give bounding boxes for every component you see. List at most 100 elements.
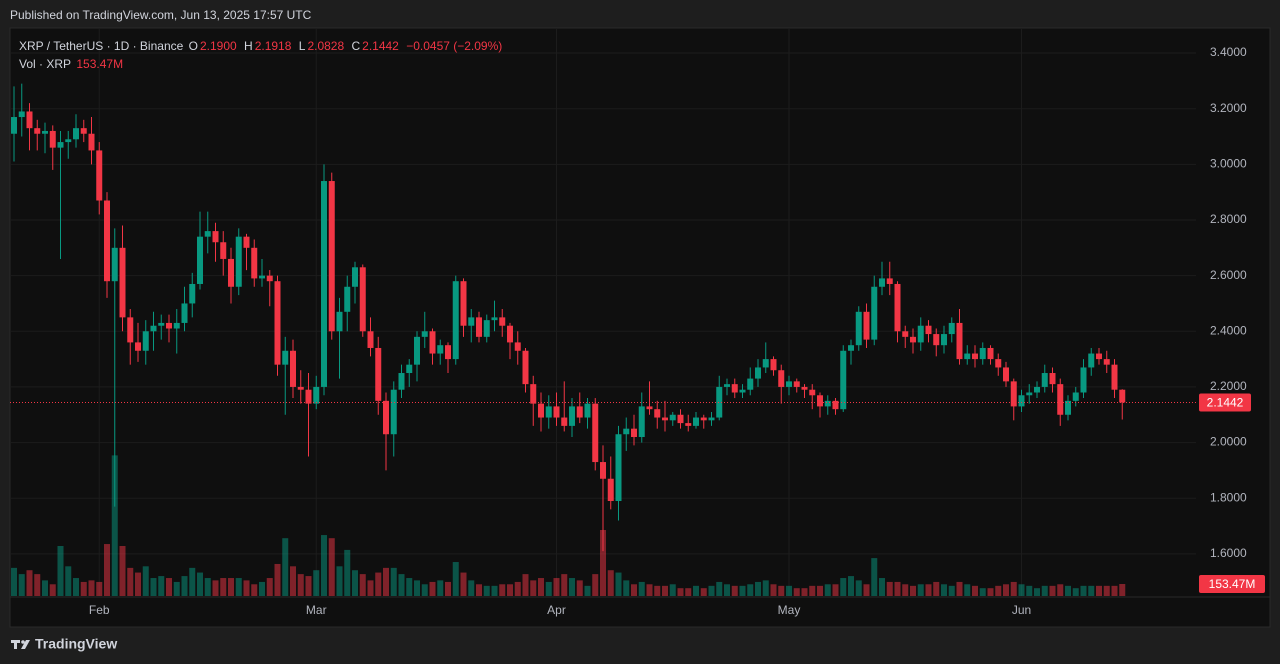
candle-body bbox=[57, 142, 64, 148]
volume-bar bbox=[545, 581, 552, 596]
volume-bar bbox=[65, 566, 72, 596]
candle-body bbox=[623, 428, 630, 435]
y-tick-label: 3.0000 bbox=[1210, 157, 1247, 171]
candle-body bbox=[1111, 364, 1118, 390]
candle-body bbox=[739, 389, 746, 393]
volume-bar bbox=[507, 584, 513, 596]
volume-bar bbox=[49, 584, 56, 596]
volume-bar bbox=[398, 574, 405, 596]
candle-body bbox=[902, 331, 909, 337]
volume-bar bbox=[251, 584, 258, 596]
candle-body bbox=[832, 400, 839, 410]
candle-body bbox=[127, 317, 134, 343]
volume-bar bbox=[468, 580, 475, 596]
volume-bar bbox=[592, 574, 599, 596]
candle-body bbox=[964, 353, 971, 360]
candle-body bbox=[243, 236, 250, 248]
candle-body bbox=[398, 373, 405, 390]
volume-bar bbox=[685, 588, 692, 596]
volume-bar bbox=[786, 585, 792, 596]
volume-bar bbox=[135, 572, 141, 596]
candle-body bbox=[809, 389, 816, 396]
volume-bar bbox=[832, 584, 839, 596]
candle-body bbox=[569, 406, 575, 426]
candle-body bbox=[778, 370, 785, 387]
volume-bar bbox=[305, 576, 312, 596]
volume-bar bbox=[1010, 581, 1017, 596]
candle-body bbox=[313, 386, 320, 404]
volume-bar bbox=[948, 585, 955, 596]
volume-bar bbox=[747, 584, 754, 596]
candle-body bbox=[11, 117, 17, 134]
candle-body bbox=[879, 278, 885, 287]
candle-body bbox=[104, 200, 110, 282]
volume-bar bbox=[646, 584, 653, 596]
candle-body bbox=[708, 417, 715, 421]
candle-body bbox=[18, 111, 25, 118]
volume-bar bbox=[173, 581, 180, 596]
ohlc-key: O bbox=[188, 39, 198, 53]
candle-body bbox=[189, 283, 196, 304]
candle-body bbox=[1049, 373, 1056, 385]
volume-bar bbox=[623, 580, 630, 596]
volume-bar bbox=[987, 588, 994, 596]
candle-body bbox=[468, 317, 475, 326]
volume-bar bbox=[925, 584, 932, 596]
last-price-label: 2.1442 bbox=[1207, 396, 1244, 410]
ohlc-key: C bbox=[351, 39, 361, 53]
volume-bar bbox=[569, 578, 575, 596]
volume-bar bbox=[18, 574, 25, 596]
volume-bar bbox=[406, 578, 413, 596]
candle-body bbox=[685, 423, 692, 426]
volume-bar bbox=[1034, 588, 1040, 596]
volume-bar bbox=[654, 585, 661, 596]
x-tick-label: Feb bbox=[89, 603, 110, 617]
volume-bar bbox=[367, 580, 374, 596]
volume-bar bbox=[375, 572, 382, 596]
candle-body bbox=[142, 331, 149, 351]
candle-body bbox=[476, 317, 482, 337]
candle-body bbox=[561, 417, 568, 426]
y-tick-label: 1.8000 bbox=[1210, 490, 1247, 504]
volume-bar bbox=[739, 585, 746, 596]
candle-body bbox=[716, 386, 723, 418]
y-tick-label: 2.0000 bbox=[1210, 435, 1247, 449]
volume-bar bbox=[677, 588, 684, 596]
candles bbox=[11, 83, 1126, 552]
candle-body bbox=[1065, 400, 1071, 415]
volume-bar bbox=[700, 588, 707, 596]
candle-body bbox=[724, 384, 730, 387]
candle-body bbox=[414, 336, 420, 365]
candle-body bbox=[1072, 392, 1079, 401]
volume-bar bbox=[1065, 585, 1071, 596]
volume-bar bbox=[313, 570, 320, 596]
volume-bar bbox=[817, 585, 823, 596]
volume-bar bbox=[181, 576, 188, 596]
candle-body bbox=[166, 322, 172, 329]
candle-body bbox=[538, 403, 544, 418]
y-tick-label: 2.2000 bbox=[1210, 379, 1247, 393]
candle-body bbox=[770, 359, 777, 371]
candle-body bbox=[894, 283, 901, 332]
volume-bar bbox=[724, 584, 730, 596]
volume-bar bbox=[483, 585, 490, 596]
candle-body bbox=[437, 345, 444, 354]
candle-body bbox=[452, 281, 459, 360]
volume-bar bbox=[42, 580, 48, 596]
volume-bar bbox=[762, 580, 769, 596]
candle-body bbox=[375, 347, 382, 401]
candle-body bbox=[700, 417, 707, 421]
volume-bar bbox=[615, 572, 622, 596]
candle-body bbox=[956, 322, 963, 360]
candle-body bbox=[987, 347, 994, 360]
volume-bar bbox=[228, 578, 234, 596]
candle-body bbox=[359, 267, 366, 332]
volume-bar bbox=[297, 574, 304, 596]
candle-body bbox=[917, 325, 924, 343]
volume-bar bbox=[1088, 585, 1095, 596]
volume-bar bbox=[1096, 585, 1102, 596]
candle-body bbox=[305, 389, 312, 404]
candle-body bbox=[747, 378, 754, 390]
candle-body bbox=[910, 336, 916, 343]
